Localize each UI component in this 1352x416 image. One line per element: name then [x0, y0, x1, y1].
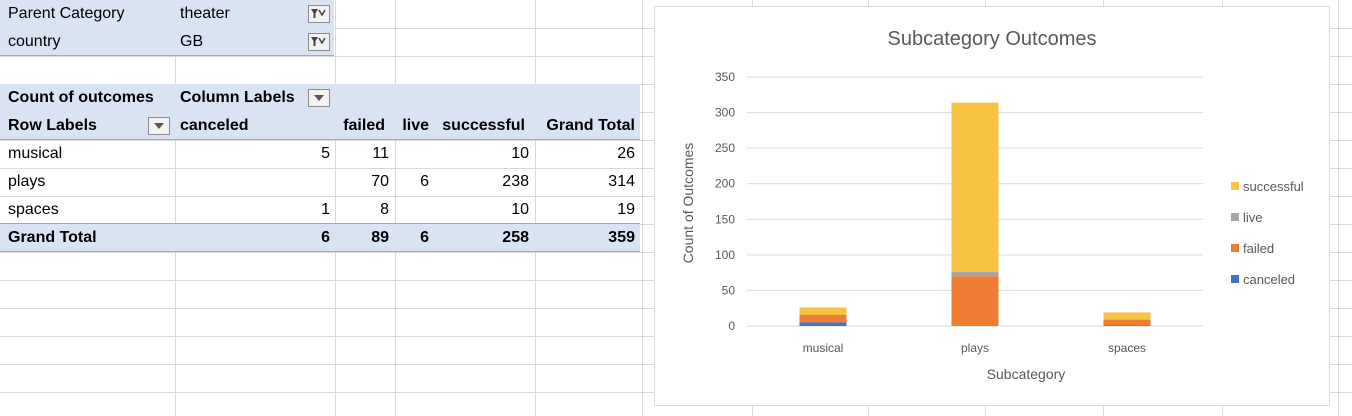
bar-segment-failed-musical[interactable]	[799, 314, 847, 323]
bar-segment-successful-plays[interactable]	[951, 102, 999, 272]
pivot-chart[interactable]: Subcategory Outcomes 0 50 100 150 200 250 300 3…	[654, 6, 1330, 406]
column-header-successful: successful	[442, 117, 525, 134]
column-labels-header: Column Labels	[180, 89, 295, 106]
table-cell: 6	[321, 229, 330, 246]
table-cell: 70	[371, 173, 389, 190]
column-header-canceled: canceled	[180, 117, 249, 134]
y-axis-title: Count of Outcomes	[680, 143, 696, 264]
bar-segment-canceled-musical[interactable]	[799, 322, 847, 326]
table-cell: 359	[608, 229, 635, 246]
y-tick-label: 100	[715, 248, 735, 262]
table-cell: 10	[511, 201, 529, 218]
legend-swatch	[1231, 244, 1239, 252]
y-tick-label: 250	[715, 141, 735, 155]
filter-label-country: country	[8, 33, 61, 50]
column-labels-dropdown[interactable]	[308, 89, 330, 107]
legend-label: canceled	[1243, 272, 1295, 287]
table-cell: 258	[502, 229, 529, 246]
filter-value-parent-category: theater	[180, 5, 230, 22]
filter-funnel-icon[interactable]	[308, 33, 330, 51]
bar-segment-successful-musical[interactable]	[799, 307, 847, 315]
table-cell: 5	[321, 145, 330, 162]
table-cell: 11	[372, 145, 389, 162]
table-cell	[395, 140, 429, 168]
legend-label: failed	[1243, 241, 1274, 256]
pivot-header-row-2	[0, 112, 640, 140]
legend-label: live	[1243, 210, 1263, 225]
y-tick-label: 150	[715, 212, 735, 226]
legend-swatch	[1231, 182, 1239, 190]
grand-total-row	[0, 224, 640, 252]
grand-total-label: Grand Total	[8, 229, 97, 246]
table-cell: 8	[380, 201, 389, 218]
y-tick-label: 0	[728, 319, 735, 333]
filter-label-parent-category: Parent Category	[8, 5, 125, 22]
bar-segment-live-plays[interactable]	[951, 271, 999, 277]
x-tick-label: plays	[961, 341, 989, 355]
table-cell: 26	[617, 145, 635, 162]
legend-swatch	[1231, 275, 1239, 283]
filter-row-parent-category	[0, 0, 334, 28]
chart-svg: Subcategory Outcomes 0 50 100 150 200 250 300 3…	[680, 28, 1304, 382]
x-axis-title: Subcategory	[987, 366, 1066, 382]
x-tick-label: spaces	[1108, 341, 1146, 355]
table-cell	[395, 196, 429, 224]
y-tick-label: 350	[715, 70, 735, 84]
bar-segment-canceled-spaces[interactable]	[1103, 325, 1151, 326]
row-label-plays: plays	[8, 173, 46, 190]
row-label-spaces: spaces	[8, 201, 59, 218]
pivot-corner-label: Count of outcomes	[8, 89, 154, 106]
row-labels-header: Row Labels	[8, 117, 97, 134]
table-cell: 238	[502, 173, 529, 190]
table-cell: 314	[608, 173, 635, 190]
y-tick-label: 50	[722, 283, 736, 297]
table-cell: 89	[371, 229, 389, 246]
column-header-live: live	[402, 117, 429, 134]
bar-segment-failed-plays[interactable]	[951, 276, 999, 326]
table-cell: 10	[511, 145, 529, 162]
y-tick-label: 200	[715, 177, 735, 191]
filter-value-country: GB	[180, 33, 204, 50]
chart-title: Subcategory Outcomes	[888, 28, 1097, 50]
legend-label: successful	[1243, 179, 1304, 194]
table-cell: 6	[420, 173, 429, 190]
filter-funnel-icon[interactable]	[308, 5, 330, 23]
legend-swatch	[1231, 213, 1239, 221]
column-header-grand-total: Grand Total	[546, 117, 635, 134]
bar-segment-successful-spaces[interactable]	[1103, 312, 1151, 320]
table-cell: 1	[321, 201, 330, 218]
bar-segment-failed-spaces[interactable]	[1103, 319, 1151, 326]
x-tick-label: musical	[803, 341, 844, 355]
table-cell: 6	[420, 229, 429, 246]
table-cell	[180, 168, 330, 196]
table-cell: 19	[617, 201, 635, 218]
column-header-failed: failed	[343, 117, 385, 134]
row-label-musical: musical	[8, 145, 63, 162]
row-labels-dropdown[interactable]	[148, 117, 170, 135]
filter-row-country	[0, 28, 334, 56]
y-tick-label: 300	[715, 106, 735, 120]
